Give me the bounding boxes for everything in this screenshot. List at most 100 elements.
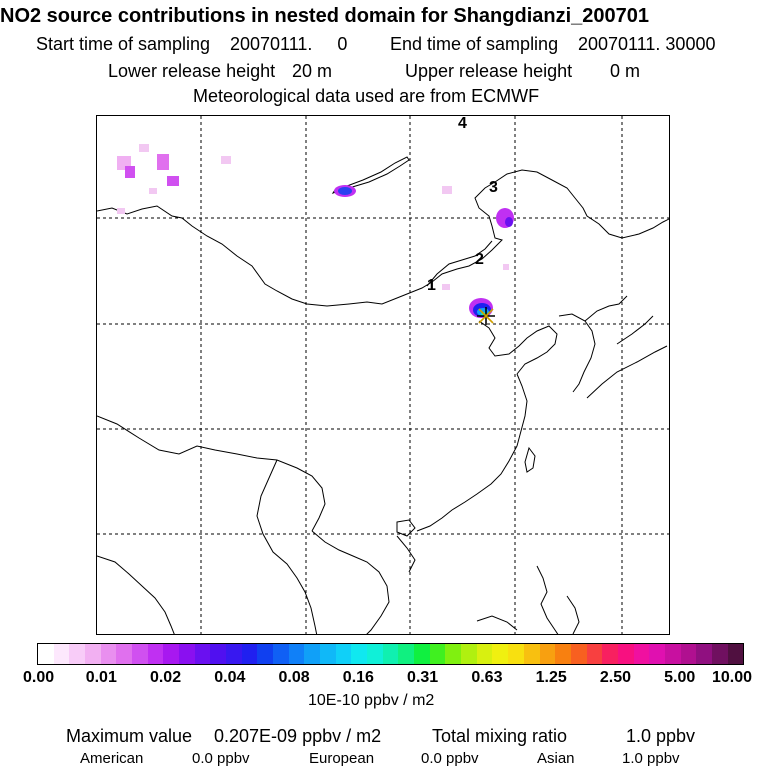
colorbar-cell — [163, 644, 180, 664]
colorbar-tick-label: 10.00 — [711, 669, 753, 686]
lower-release-value: 20 m — [292, 61, 333, 81]
total-mixing-label: Total mixing ratio — [432, 726, 568, 746]
colorbar-cell — [539, 644, 556, 664]
colorbar-cell — [476, 644, 493, 664]
colorbar-cell — [555, 644, 571, 664]
colorbar-cell — [586, 644, 603, 664]
start-time-label: Start time of sampling — [36, 34, 211, 54]
colorbar-cell — [351, 644, 368, 664]
colorbar-cell — [414, 644, 430, 664]
colorbar-cell — [508, 644, 524, 664]
trajectory-label-4: 4 — [458, 116, 467, 132]
concentration-cell — [442, 284, 450, 290]
colorbar-cell — [633, 644, 650, 664]
concentration-cell — [149, 188, 157, 194]
upper-release-label: Upper release height — [405, 61, 573, 81]
max-value: 0.207E-09 ppbv / m2 — [214, 726, 382, 746]
colorbar-cell — [727, 644, 744, 664]
colorbar-cell — [116, 644, 133, 664]
colorbar-cell — [461, 644, 477, 664]
concentration-cell — [505, 217, 513, 227]
trajectory-label-3: 3 — [489, 179, 498, 196]
colorbar-cell — [617, 644, 634, 664]
colorbar-cell — [241, 644, 258, 664]
colorbar-cell — [492, 644, 509, 664]
concentration-cell — [117, 208, 125, 214]
colorbar-cell — [194, 644, 211, 664]
colorbar-tick-label: 0.16 — [342, 669, 374, 686]
concentration-cell — [442, 186, 452, 194]
concentration-cell — [503, 264, 509, 270]
colorbar-cell — [523, 644, 540, 664]
colorbar-unit: 10E-10 ppbv / m2 — [308, 692, 435, 709]
colorbar-cell — [304, 644, 321, 664]
colorbar-tick-label: 5.00 — [664, 669, 696, 686]
colorbar-cell — [649, 644, 665, 664]
european-label: European — [309, 750, 375, 767]
lower-release-label: Lower release height — [108, 61, 276, 81]
colorbar-cell — [335, 644, 352, 664]
concentration-patches — [117, 144, 514, 318]
concentration-cell — [167, 176, 179, 186]
colorbar-cell — [320, 644, 336, 664]
total-mixing-value: 1.0 ppbv — [626, 726, 696, 746]
colorbar-cell — [257, 644, 274, 664]
colorbar-tick-label: 0.31 — [407, 669, 439, 686]
colorbar-tick-label: 0.02 — [149, 669, 182, 686]
start-time-value: 20070111. 0 — [230, 34, 348, 54]
concentration-cell — [157, 154, 169, 170]
end-time-value: 20070111. 30000 — [578, 34, 716, 54]
colorbar-tick-label: 0.63 — [471, 669, 503, 686]
asian-label: Asian — [537, 750, 575, 767]
upper-release-value: 0 m — [610, 61, 641, 81]
map-boundaries — [97, 156, 669, 634]
map-canvas: 1 2 3 4 — [97, 116, 669, 634]
european-value: 0.0 ppbv — [421, 750, 479, 767]
map-panel: 1 2 3 4 — [96, 115, 670, 635]
colorbar-cell — [85, 644, 101, 664]
colorbar-cell — [288, 644, 305, 664]
colorbar-cell — [69, 644, 86, 664]
colorbar-cell — [147, 644, 164, 664]
max-value-label: Maximum value — [66, 726, 193, 746]
colorbar-tick-label: 2.50 — [599, 669, 632, 686]
colorbar-tick-label: 1.25 — [535, 669, 567, 686]
map-gridlines — [97, 116, 669, 634]
receptor-star-marker — [477, 307, 495, 325]
colorbar — [37, 643, 744, 665]
colorbar-cell — [429, 644, 446, 664]
concentration-cell — [125, 166, 135, 178]
colorbar-cell — [53, 644, 70, 664]
american-value: 0.0 ppbv — [192, 750, 250, 767]
colorbar-cell — [711, 644, 728, 664]
colorbar-cell — [273, 644, 289, 664]
trajectory-label-2: 2 — [475, 251, 484, 268]
colorbar-cell — [570, 644, 587, 664]
asian-value: 1.0 ppbv — [622, 750, 680, 767]
colorbar-tick-label: 0.01 — [85, 669, 117, 686]
colorbar-tick-label: 0.04 — [214, 669, 246, 686]
colorbar-cell — [38, 644, 54, 664]
american-label: American — [80, 750, 144, 767]
colorbar-cell — [680, 644, 697, 664]
colorbar-cell — [382, 644, 399, 664]
colorbar-cell — [179, 644, 195, 664]
concentration-cell — [139, 144, 149, 152]
colorbar-cell — [696, 644, 712, 664]
colorbar-cell — [602, 644, 618, 664]
colorbar-cell — [226, 644, 242, 664]
page-title: NO2 source contributions in nested domai… — [0, 5, 650, 27]
colorbar-cell — [398, 644, 415, 664]
colorbar-cell — [367, 644, 383, 664]
colorbar-cell — [132, 644, 148, 664]
meteorological-note: Meteorological data used are from ECMWF — [193, 86, 540, 106]
colorbar-cell — [210, 644, 227, 664]
concentration-cell — [221, 156, 231, 164]
colorbar-tick-label: 0.08 — [278, 669, 310, 686]
colorbar-tick-label: 0.00 — [22, 669, 55, 686]
trajectory-label-1: 1 — [427, 277, 436, 294]
end-time-label: End time of sampling — [390, 34, 559, 54]
colorbar-cell — [100, 644, 117, 664]
colorbar-cell — [664, 644, 681, 664]
colorbar-cell — [445, 644, 462, 664]
